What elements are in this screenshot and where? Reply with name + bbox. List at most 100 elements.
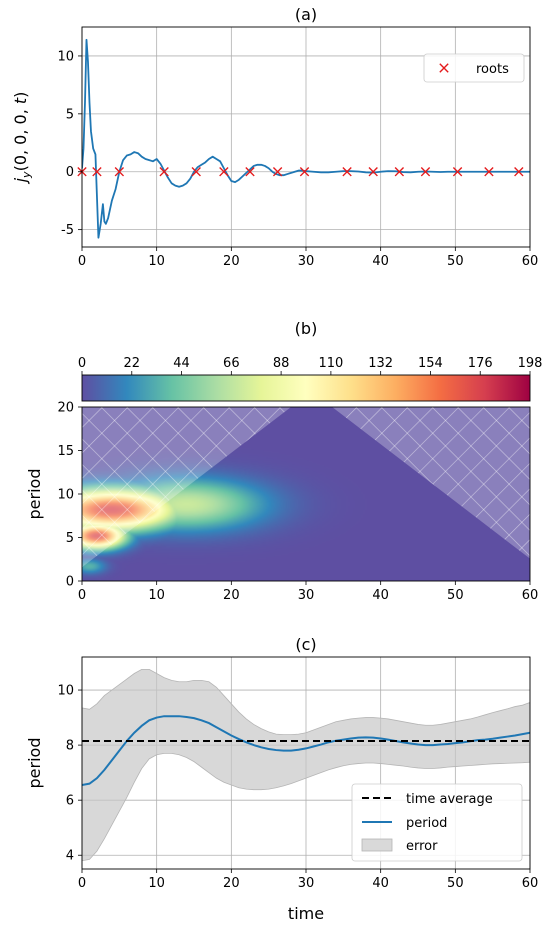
x-tick-label: 20 bbox=[223, 588, 240, 603]
chart-title: (c) bbox=[295, 635, 316, 654]
chart-title: (a) bbox=[295, 5, 317, 24]
y-axis-label: jy(0, 0, 0, t) bbox=[11, 92, 33, 185]
colorbar-tick-label: 22 bbox=[124, 356, 141, 371]
root-marker bbox=[394, 167, 405, 177]
colorbar-tick-label: 44 bbox=[173, 356, 190, 371]
y-tick-label: 0 bbox=[66, 165, 74, 180]
x-axis-label: time bbox=[288, 904, 324, 923]
x-tick-label: 20 bbox=[223, 876, 240, 891]
colorbar-tick-label: 198 bbox=[518, 356, 543, 371]
root-marker-stroke bbox=[159, 167, 169, 177]
y-axis-label: period bbox=[25, 738, 44, 789]
x-tick-label: 0 bbox=[78, 876, 86, 891]
coi-right-hatch bbox=[332, 407, 530, 559]
y-tick-label: 5 bbox=[66, 107, 74, 122]
series-line-period bbox=[82, 715, 530, 787]
y-tick-label: 0 bbox=[66, 575, 74, 590]
y-tick-label: 15 bbox=[57, 444, 74, 459]
root-marker bbox=[484, 167, 494, 177]
y-tick-label: 8 bbox=[66, 739, 74, 754]
x-tick-label: 10 bbox=[148, 254, 165, 269]
x-tick-label: 30 bbox=[298, 254, 315, 269]
legend: roots bbox=[423, 53, 525, 83]
x-tick-label: 30 bbox=[298, 588, 315, 603]
x-tick-label: 60 bbox=[522, 588, 539, 603]
colorbar-tick-label: 176 bbox=[468, 356, 493, 371]
root-marker-stroke bbox=[114, 167, 125, 177]
root-marker-stroke bbox=[245, 167, 255, 177]
colorbar-tick-label: 154 bbox=[418, 356, 443, 371]
x-tick-label: 10 bbox=[148, 876, 165, 891]
chart-title: (b) bbox=[295, 319, 318, 338]
x-tick-label: 50 bbox=[447, 588, 464, 603]
coi-left-hatch bbox=[82, 407, 292, 568]
legend-box bbox=[423, 53, 525, 83]
x-tick-label: 0 bbox=[78, 588, 86, 603]
root-marker-stroke bbox=[191, 167, 201, 177]
legend-box bbox=[351, 783, 523, 862]
x-tick-label: 40 bbox=[372, 876, 389, 891]
root-marker bbox=[514, 167, 524, 177]
legend-swatch-error bbox=[361, 838, 393, 852]
root-marker-stroke bbox=[92, 167, 102, 177]
colorbar-tick-label: 0 bbox=[78, 356, 86, 371]
plot-area bbox=[82, 38, 530, 239]
root-marker bbox=[342, 167, 352, 177]
y-axis-label: period bbox=[25, 469, 44, 520]
root-marker-stroke bbox=[514, 167, 524, 177]
x-tick-label: 50 bbox=[447, 876, 464, 891]
colorbar-tick-label: 88 bbox=[273, 356, 290, 371]
root-marker bbox=[245, 167, 255, 177]
colorbar bbox=[81, 374, 531, 402]
root-marker bbox=[92, 167, 102, 177]
y-tick-label: 5 bbox=[66, 531, 74, 546]
legend: time average period error bbox=[351, 783, 523, 862]
x-tick-label: 40 bbox=[372, 588, 389, 603]
root-marker bbox=[219, 167, 229, 177]
legend-label-period: period bbox=[406, 816, 447, 831]
x-tick-label: 60 bbox=[522, 876, 539, 891]
x-tick-label: 40 bbox=[372, 254, 389, 269]
legend-label-roots: roots bbox=[476, 62, 509, 77]
x-tick-label: 50 bbox=[447, 254, 464, 269]
y-tick-label: -5 bbox=[61, 223, 74, 238]
y-tick-label: 10 bbox=[57, 488, 74, 503]
series-line-jy bbox=[82, 38, 530, 239]
y-tick-label: 20 bbox=[57, 401, 74, 416]
y-tick-label: 10 bbox=[57, 684, 74, 699]
root-marker bbox=[114, 167, 125, 177]
root-marker bbox=[159, 167, 169, 177]
root-marker-stroke bbox=[272, 167, 283, 177]
colorbar-tick-label: 110 bbox=[318, 356, 343, 371]
x-tick-label: 60 bbox=[522, 254, 539, 269]
x-tick-label: 10 bbox=[148, 588, 165, 603]
root-marker bbox=[420, 167, 431, 177]
colorbar-tick-label: 66 bbox=[223, 356, 240, 371]
coi-group bbox=[82, 407, 530, 568]
x-tick-label: 0 bbox=[78, 254, 86, 269]
legend-label-error: error bbox=[406, 839, 438, 854]
y-tick-label: 10 bbox=[57, 49, 74, 64]
root-marker-stroke bbox=[484, 167, 494, 177]
root-marker bbox=[272, 167, 283, 177]
root-marker-stroke bbox=[368, 167, 378, 177]
root-marker-stroke bbox=[299, 167, 310, 177]
root-marker bbox=[191, 167, 201, 177]
colorbar-tick-label: 132 bbox=[368, 356, 393, 371]
panel-a: (a) 0 10 20 30 40 50 60 -5 0 5 10 jy(0, 0, 0, t) root… bbox=[11, 5, 538, 269]
root-marker-stroke bbox=[219, 167, 229, 177]
root-marker-stroke bbox=[394, 167, 405, 177]
y-tick-label: 6 bbox=[66, 794, 74, 809]
root-marker-stroke bbox=[342, 167, 352, 177]
x-tick-label: 20 bbox=[223, 254, 240, 269]
legend-marker-roots bbox=[439, 63, 449, 73]
root-marker bbox=[368, 167, 378, 177]
x-tick-label: 30 bbox=[298, 876, 315, 891]
plot-area bbox=[82, 668, 530, 862]
y-tick-label: 4 bbox=[66, 849, 74, 864]
root-marker bbox=[299, 167, 310, 177]
